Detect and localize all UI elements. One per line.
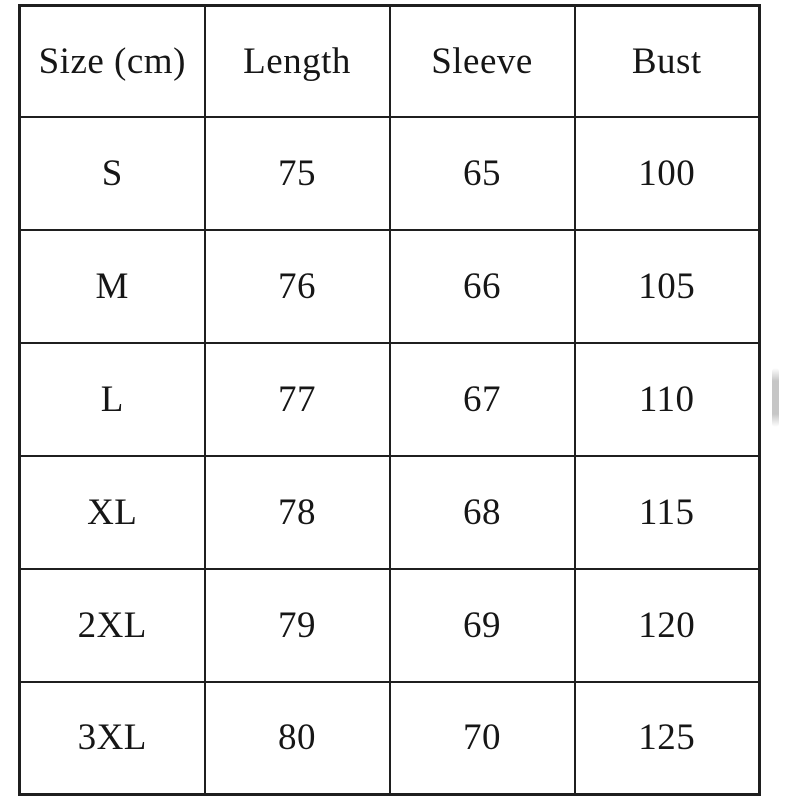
table-row-m: M 76 66 105 [18, 228, 761, 344]
table-row-l: L 77 67 110 [18, 341, 761, 457]
table-row-xl: XL 78 68 115 [18, 454, 761, 570]
col-header-sleeve: Sleeve [388, 4, 576, 118]
length-cell: 78 [203, 454, 391, 570]
length-cell: 77 [203, 341, 391, 457]
sleeve-cell: 66 [388, 228, 576, 344]
size-chart-table: Size (cm) Length Sleeve Bust S 75 65 100… [18, 4, 761, 796]
length-cell: 80 [203, 680, 391, 796]
table-header: Size (cm) Length Sleeve Bust [18, 4, 761, 118]
length-cell: 79 [203, 567, 391, 683]
sleeve-cell: 70 [388, 680, 576, 796]
bust-cell: 105 [573, 228, 761, 344]
length-cell: 76 [203, 228, 391, 344]
table-row-s: S 75 65 100 [18, 115, 761, 231]
size-cell: 2XL [18, 567, 206, 683]
sleeve-cell: 65 [388, 115, 576, 231]
bust-cell: 115 [573, 454, 761, 570]
size-cell: 3XL [18, 680, 206, 796]
col-header-length: Length [203, 4, 391, 118]
col-header-size: Size (cm) [18, 4, 206, 118]
bust-cell: 100 [573, 115, 761, 231]
scrollbar-thumb[interactable] [772, 368, 779, 427]
header-row: Size (cm) Length Sleeve Bust [18, 4, 761, 118]
bust-cell: 125 [573, 680, 761, 796]
length-cell: 75 [203, 115, 391, 231]
size-cell: M [18, 228, 206, 344]
size-cell: XL [18, 454, 206, 570]
table-body: S 75 65 100 M 76 66 105 L 77 67 110 XL 7… [18, 115, 761, 796]
table-row-2xl: 2XL 79 69 120 [18, 567, 761, 683]
sleeve-cell: 68 [388, 454, 576, 570]
sleeve-cell: 69 [388, 567, 576, 683]
bust-cell: 110 [573, 341, 761, 457]
table-row-3xl: 3XL 80 70 125 [18, 680, 761, 796]
sleeve-cell: 67 [388, 341, 576, 457]
size-cell: L [18, 341, 206, 457]
bust-cell: 120 [573, 567, 761, 683]
col-header-bust: Bust [573, 4, 761, 118]
size-cell: S [18, 115, 206, 231]
